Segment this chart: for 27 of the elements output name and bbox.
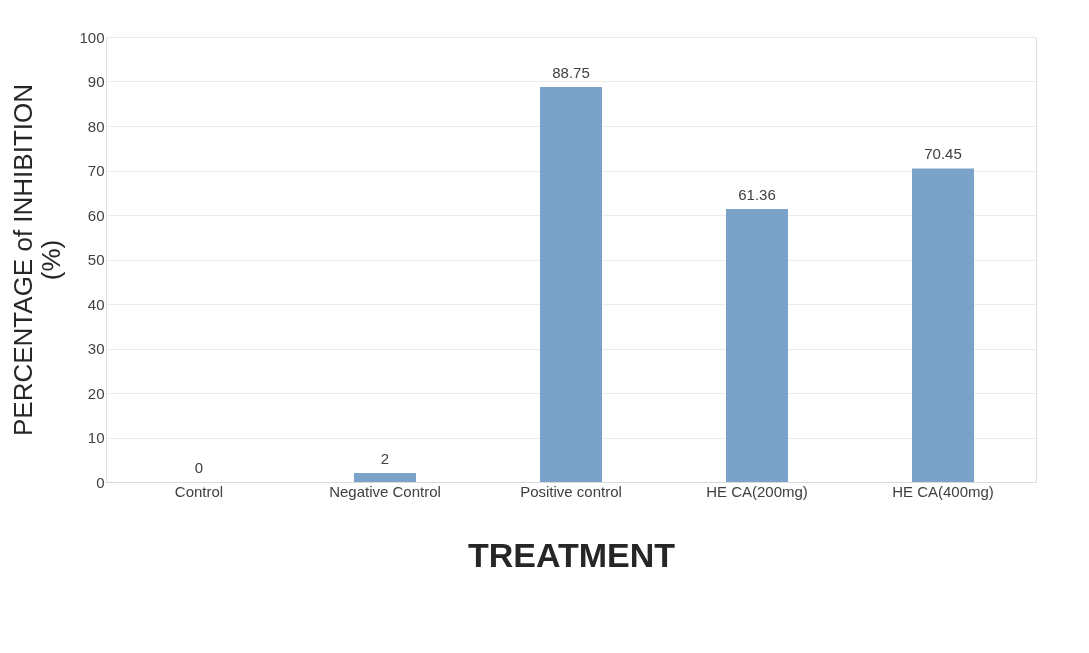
y-tick-label: 50 <box>87 251 105 268</box>
y-tick-label: 20 <box>87 384 105 402</box>
bar <box>540 87 602 482</box>
y-tick-label: 40 <box>87 295 105 313</box>
x-tick-label: HE CA(400mg) <box>892 482 994 500</box>
x-tick-label: Positive control <box>520 482 622 500</box>
y-tick-label: 60 <box>87 206 105 224</box>
y-tick-label: 10 <box>87 429 105 446</box>
bar <box>912 168 974 482</box>
data-label: 2 <box>380 450 390 468</box>
data-label: 61.36 <box>738 185 776 203</box>
bar <box>354 473 416 482</box>
y-tick-label: 100 <box>79 28 105 46</box>
data-label: 0 <box>194 459 204 476</box>
bar <box>726 208 788 482</box>
y-tick-label: 30 <box>87 340 105 357</box>
x-tick-label: Control <box>174 482 224 500</box>
y-tick-label: 0 <box>96 473 105 491</box>
data-label: 70.45 <box>924 145 962 163</box>
y-tick-label: 80 <box>87 117 105 135</box>
y-tick-label: 90 <box>87 73 105 90</box>
y-tick-label: 70 <box>87 162 105 179</box>
x-axis-title: TREATMENT <box>467 535 676 574</box>
data-label: 88.75 <box>552 64 590 82</box>
x-tick-label: Negative Control <box>329 482 441 500</box>
y-axis-title: PERCENTAGE of INHIBITION (%) <box>8 83 67 437</box>
x-tick-label: HE CA(200mg) <box>706 482 808 500</box>
